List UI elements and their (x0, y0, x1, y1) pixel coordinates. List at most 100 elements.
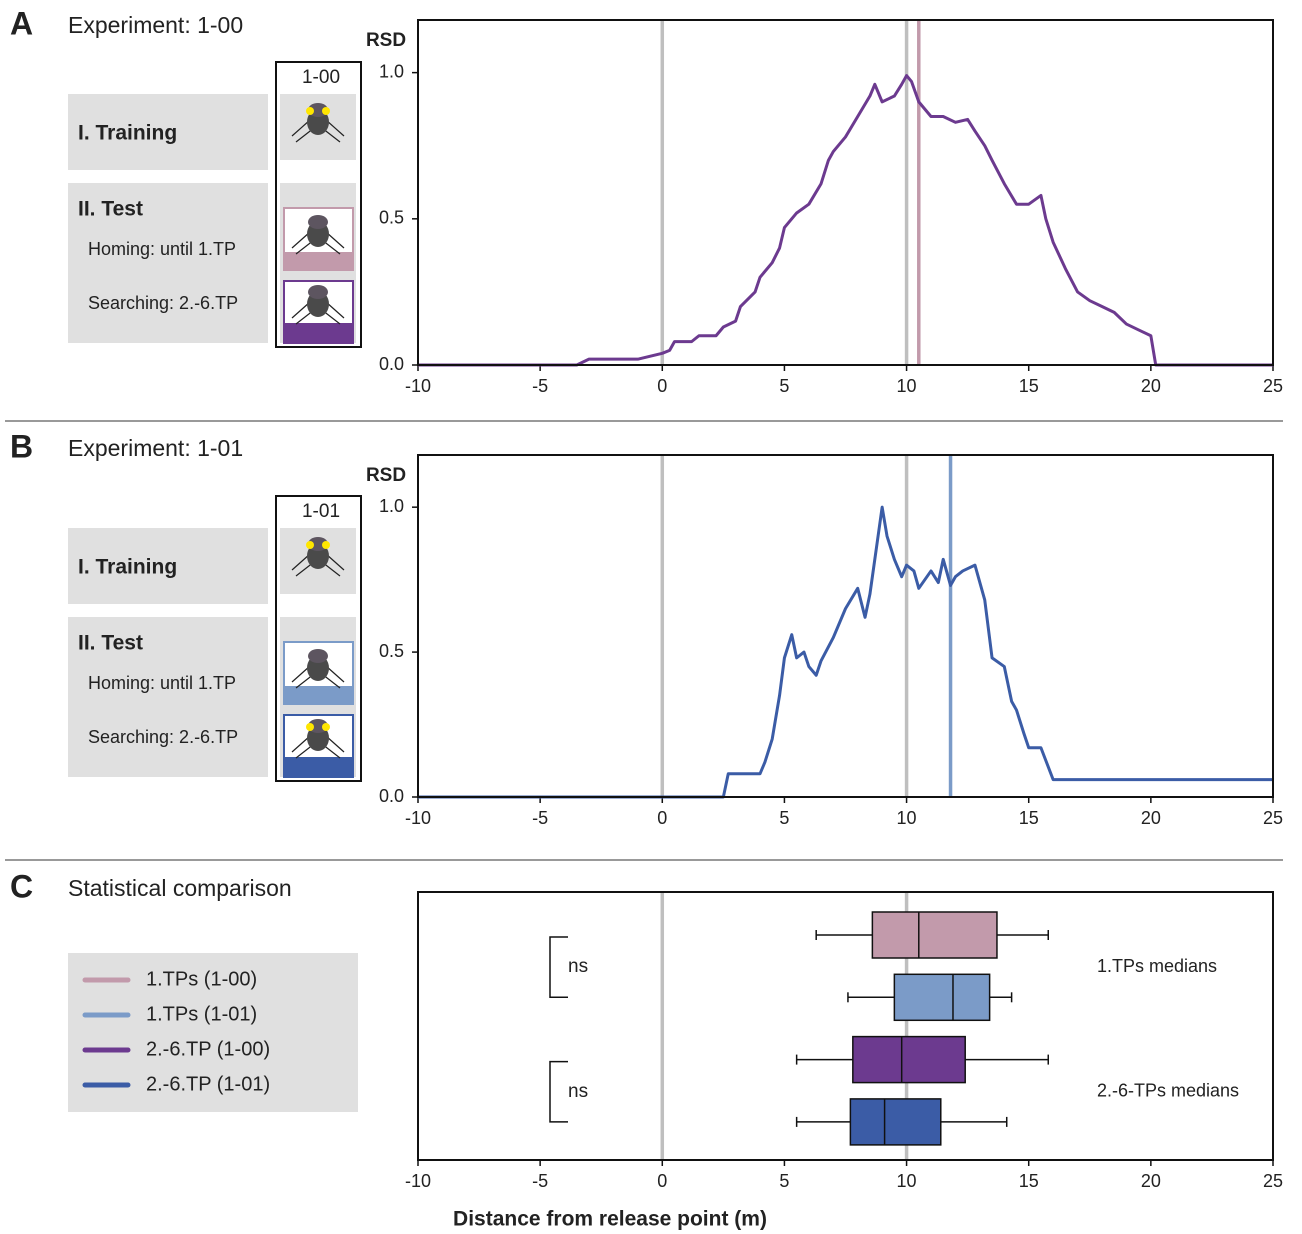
x-tick-label: 10 (897, 808, 917, 828)
beetle-leg (291, 665, 311, 683)
x-tick-label: 10 (897, 1171, 917, 1191)
searching-band (285, 323, 352, 342)
x-tick-label: 0 (657, 1171, 667, 1191)
y-axis-label: RSD (366, 465, 406, 486)
beetle-leg (325, 553, 345, 571)
training-box (68, 94, 268, 170)
beetle-icon (291, 215, 345, 255)
beetle-leg (291, 231, 311, 249)
y-tick-label: 0.5 (379, 641, 404, 661)
test-box (68, 183, 268, 343)
box (893, 973, 991, 1022)
beetle-icon (291, 649, 345, 689)
training-label: I. Training (78, 556, 177, 579)
x-tick-label: 15 (1019, 1171, 1039, 1191)
homing-band (285, 686, 352, 703)
panel-letter: C (10, 868, 33, 904)
legend-label: 1.TPs (1-00) (146, 968, 257, 990)
beetle-icon (291, 285, 345, 325)
x-tick-label: 20 (1141, 376, 1161, 396)
searching-band (285, 757, 352, 776)
homing-band (285, 252, 352, 269)
y-tick-label: 0.5 (379, 208, 404, 228)
y-tick-label: 0.0 (379, 786, 404, 806)
x-tick-label: 25 (1263, 1171, 1283, 1191)
test-box (68, 617, 268, 777)
panel-letter: A (10, 5, 33, 41)
bracket (549, 936, 568, 999)
x-tick-label: -10 (405, 376, 431, 396)
legend-label: 2.-6.TP (1-00) (146, 1038, 270, 1060)
x-tick-label: 25 (1263, 808, 1283, 828)
legend-label: 1.TPs (1-01) (146, 1003, 257, 1025)
homing-label: Homing: until 1.TP (88, 673, 236, 693)
x-tick-label: 15 (1019, 808, 1039, 828)
y-tick-label: 1.0 (379, 61, 404, 81)
box (871, 911, 998, 959)
x-tick-label: 15 (1019, 376, 1039, 396)
training-label: I. Training (78, 122, 177, 145)
x-tick-label: 20 (1141, 808, 1161, 828)
beetle-eye (306, 107, 314, 115)
y-tick-label: 1.0 (379, 496, 404, 516)
searching-label: Searching: 2.-6.TP (88, 727, 238, 747)
x-tick-label: 5 (779, 808, 789, 828)
box (849, 1098, 942, 1146)
beetle-eye (322, 723, 330, 731)
plot-frame (417, 891, 1274, 1161)
beetle-icon (291, 537, 345, 577)
data-line (418, 74, 1273, 367)
data-line (418, 505, 1273, 799)
homing-label: Homing: until 1.TP (88, 239, 236, 259)
beetle-leg (291, 735, 311, 753)
box (852, 1035, 966, 1084)
x-axis-label: Distance from release point (m) (453, 1208, 767, 1231)
beetle-eye (306, 723, 314, 731)
beetle-head (308, 285, 328, 299)
beetle-leg (325, 735, 345, 753)
y-axis-label: RSD (366, 30, 406, 51)
box-label: 1-00 (302, 67, 340, 88)
beetle-leg (291, 553, 311, 571)
x-tick-label: 5 (779, 376, 789, 396)
x-tick-label: -5 (532, 376, 548, 396)
beetle-icon (291, 103, 345, 143)
panel-title: Experiment: 1-01 (68, 435, 243, 461)
beetle-eye (306, 541, 314, 549)
bracket (549, 1060, 568, 1123)
x-tick-label: 5 (779, 1171, 789, 1191)
beetle-head (308, 215, 328, 229)
box-label: 1-01 (302, 501, 340, 522)
x-tick-label: -5 (532, 808, 548, 828)
beetle-leg (291, 301, 311, 319)
searching-label: Searching: 2.-6.TP (88, 293, 238, 313)
comparison-label: ns (568, 956, 588, 977)
beetle-eye (322, 107, 330, 115)
beetle-head (308, 649, 328, 663)
x-tick-label: 0 (657, 808, 667, 828)
x-tick-label: 25 (1263, 376, 1283, 396)
panel-title: Experiment: 1-00 (68, 12, 243, 38)
panel-title: Statistical comparison (68, 875, 292, 901)
x-tick-label: 20 (1141, 1171, 1161, 1191)
beetle-leg (325, 301, 345, 319)
x-tick-label: 10 (897, 376, 917, 396)
beetle-leg (325, 665, 345, 683)
plot-frame (417, 19, 1274, 366)
comparison-label: ns (568, 1081, 588, 1102)
y-tick-label: 0.0 (379, 354, 404, 374)
test-label: II. Test (78, 198, 143, 221)
beetle-leg (325, 231, 345, 249)
beetle-leg (291, 119, 311, 137)
beetle-icon (291, 719, 345, 759)
legend-label: 2.-6.TP (1-01) (146, 1073, 270, 1095)
training-box (68, 528, 268, 604)
plot-frame (417, 454, 1274, 798)
beetle-leg (325, 119, 345, 137)
x-tick-label: -5 (532, 1171, 548, 1191)
x-tick-label: -10 (405, 1171, 431, 1191)
beetle-eye (322, 541, 330, 549)
group-label: 2.-6-TPs medians (1097, 1081, 1239, 1101)
group-label: 1.TPs medians (1097, 956, 1217, 976)
